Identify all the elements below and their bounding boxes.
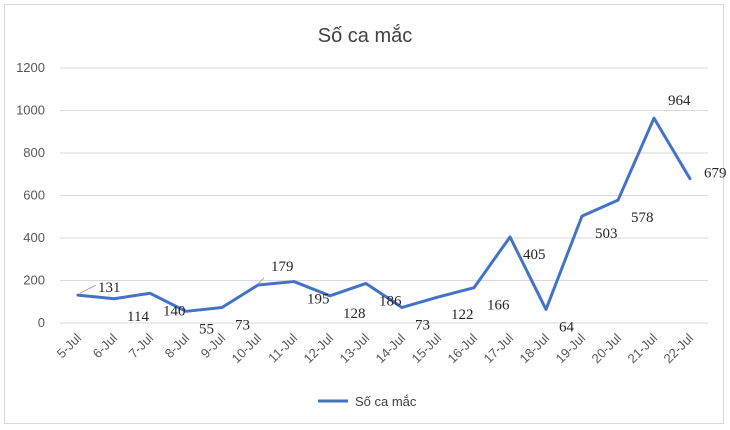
legend-label: Số ca mắc — [355, 394, 417, 409]
legend: Số ca mắc — [318, 394, 417, 409]
data-label: 73 — [235, 317, 250, 333]
x-tick-label: 7-Jul — [126, 330, 157, 361]
data-label: 179 — [271, 259, 294, 275]
y-axis-ticks: 0 200 400 600 800 1000 1200 — [16, 60, 45, 330]
data-label: 166 — [487, 298, 510, 314]
y-tick-label: 0 — [38, 315, 45, 330]
x-tick-label: 20-Jul — [588, 330, 624, 366]
x-tick-label: 22-Jul — [660, 330, 696, 366]
x-tick-label: 16-Jul — [444, 330, 480, 366]
x-tick-label: 18-Jul — [516, 330, 552, 366]
x-tick-label: 12-Jul — [300, 330, 336, 366]
x-tick-label: 5-Jul — [54, 330, 85, 361]
data-label: 73 — [415, 317, 430, 333]
x-tick-label: 11-Jul — [265, 330, 300, 365]
leader-line — [79, 284, 97, 294]
x-tick-label: 17-Jul — [480, 330, 516, 366]
x-tick-label: 15-Jul — [408, 330, 444, 366]
x-axis-ticks: 5-Jul 6-Jul 7-Jul 8-Jul 9-Jul 10-Jul 11-Jul 12-… — [54, 330, 697, 366]
data-label: 55 — [199, 321, 214, 337]
data-label: 122 — [451, 307, 474, 323]
leader-line — [257, 277, 265, 285]
x-tick-label: 13-Jul — [336, 330, 372, 366]
y-tick-label: 200 — [23, 273, 45, 288]
data-label: 64 — [559, 319, 575, 335]
x-tick-label: 6-Jul — [90, 330, 121, 361]
chart-title: Số ca mắc — [318, 24, 412, 47]
y-tick-label: 800 — [23, 145, 45, 160]
x-tick-label: 14-Jul — [372, 330, 408, 366]
data-labels: 131 114 140 55 73 179 195 128 186 73 122 166 405 64 50… — [79, 93, 727, 337]
data-label: 131 — [98, 280, 121, 296]
x-tick-label: 21-Jul — [624, 330, 660, 366]
x-tick-label: 8-Jul — [162, 330, 193, 361]
y-tick-label: 400 — [23, 230, 45, 245]
data-label: 186 — [379, 293, 402, 309]
data-label: 679 — [704, 166, 727, 182]
series-line — [76, 116, 692, 313]
series-layer — [76, 116, 692, 313]
x-tick-label: 10-Jul — [228, 330, 264, 366]
grid-lines — [60, 67, 708, 324]
data-label: 128 — [343, 306, 366, 322]
y-tick-label: 600 — [23, 188, 45, 203]
x-tick-label: 19-Jul — [552, 330, 588, 366]
data-label: 140 — [163, 303, 186, 319]
y-tick-label: 1000 — [16, 103, 45, 118]
chart-frame — [4, 4, 724, 424]
data-label: 195 — [307, 292, 330, 308]
data-label: 114 — [127, 309, 149, 325]
data-label: 964 — [668, 93, 691, 109]
data-label: 503 — [595, 226, 618, 242]
data-label: 405 — [523, 247, 546, 263]
data-label: 578 — [631, 210, 654, 226]
y-tick-label: 1200 — [16, 60, 45, 75]
